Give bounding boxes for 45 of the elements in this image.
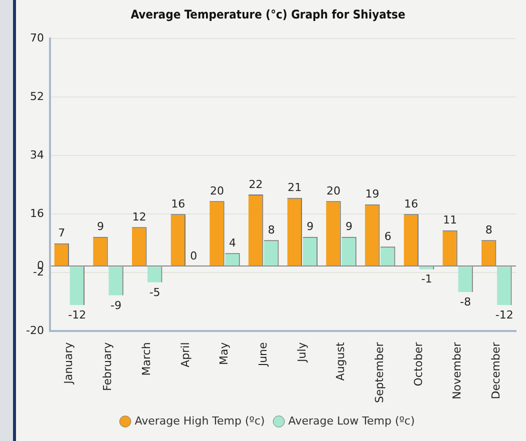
x-tick-label: August [334,342,348,381]
x-tick-label: February [101,342,114,391]
data-label: 16 [171,197,186,210]
x-tick-label: March [140,342,153,376]
data-label: -12 [68,308,86,322]
x-tick-label: April [178,342,192,368]
x-tick-label: December [489,342,502,400]
data-label: -8 [460,296,471,309]
data-label: 7 [58,226,66,240]
data-label: 16 [404,197,418,210]
data-label: -5 [149,286,160,299]
x-tick-label: June [256,342,270,368]
data-label: 20 [210,184,224,198]
data-label: 8 [268,223,275,236]
y-tick-label: 52 [30,90,44,103]
x-tick-label: November [450,342,464,400]
y-tick-label: -2 [33,266,44,278]
y-tick-label: 34 [30,148,44,162]
y-tick-label: -20 [26,324,44,338]
data-label: 11 [442,214,457,227]
y-tick-label: 70 [30,31,44,44]
x-tick-label: January [62,342,76,385]
data-label: -9 [110,298,122,312]
data-label: 12 [132,210,146,224]
data-label: 4 [228,236,236,250]
data-label: 9 [96,220,104,234]
x-tick-label: May [218,342,231,365]
x-tick-label: September [372,342,386,404]
data-label: -1 [421,272,432,286]
data-label: 22 [248,178,263,191]
data-label: 6 [384,230,392,243]
data-label: -12 [495,308,514,322]
data-label: 8 [485,223,492,236]
y-tick-label: 16 [30,206,44,220]
data-label: 21 [288,181,302,194]
data-label: 9 [346,220,353,234]
x-tick-label: October [412,342,425,386]
data-label: 0 [190,249,198,262]
chart-title: Average Temperature (°c) Graph for Shiyatse [130,7,406,22]
legend-label: Average Low Temp (ºc) [288,414,415,428]
data-label: 20 [326,184,340,198]
x-tick-label: July [295,342,308,363]
data-label: 19 [365,188,380,201]
legend-label: Average High Temp (ºc) [134,414,265,428]
data-label: 9 [306,220,314,234]
